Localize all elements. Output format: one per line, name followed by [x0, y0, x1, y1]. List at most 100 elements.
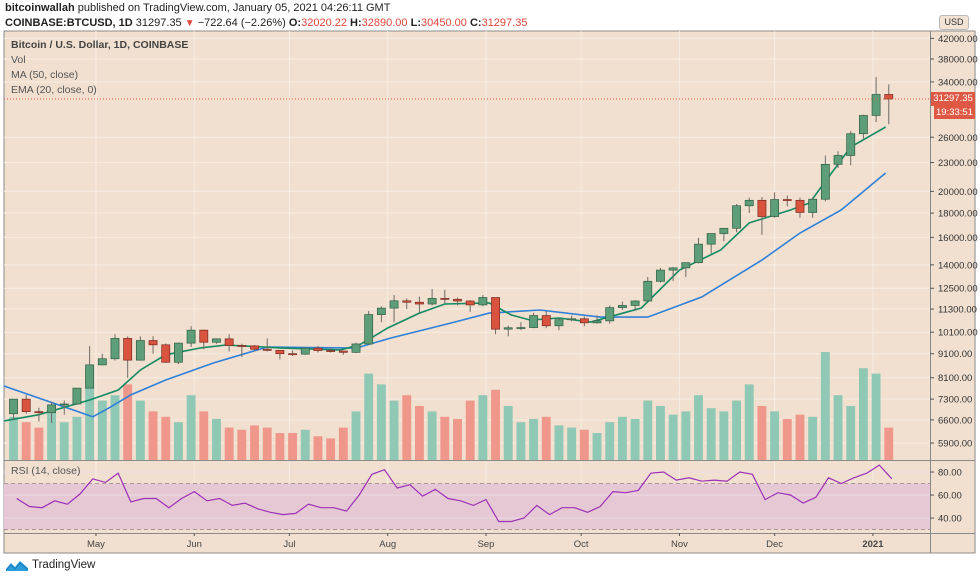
candle-body [668, 267, 678, 271]
volume-bar [478, 395, 488, 460]
candle-body [820, 163, 830, 200]
candle-body [744, 199, 754, 207]
candle [148, 336, 158, 354]
candle [871, 77, 881, 122]
currency-badge[interactable]: USD [939, 15, 969, 30]
candle [250, 344, 259, 352]
time-tick-label: 2021 [862, 539, 884, 550]
candle [9, 398, 18, 420]
candle-body [795, 199, 805, 213]
price-tick-label: 14000.00 [938, 260, 978, 271]
candle-body [719, 227, 729, 234]
volume-bar [224, 427, 234, 460]
candle [275, 349, 285, 360]
legend-volume[interactable]: Vol [11, 54, 26, 66]
volume-bar [465, 400, 475, 460]
volume-bar [516, 422, 526, 460]
candle-body [541, 315, 551, 327]
candle [199, 329, 209, 350]
candle [617, 301, 627, 310]
candle [605, 305, 615, 324]
candle [808, 197, 818, 218]
volume-bar [554, 425, 564, 460]
candle [59, 400, 69, 415]
volume-bar [706, 408, 716, 460]
candle-body [262, 348, 272, 351]
volume-bar [275, 433, 285, 460]
legend-ma[interactable]: MA (50, close) [11, 69, 79, 81]
candle-body [681, 262, 691, 269]
volume-bar [782, 418, 792, 460]
author-name[interactable]: bitcoinwallah [5, 2, 75, 14]
candle-body [174, 342, 183, 363]
candle-body [326, 350, 336, 352]
volume-bar [567, 427, 577, 460]
volume-bar [503, 406, 513, 460]
candle-body [503, 327, 513, 330]
candle-body [72, 387, 82, 405]
candle-body [617, 305, 627, 308]
volume-bars [9, 352, 894, 460]
candle-body [554, 319, 564, 327]
candle [97, 353, 107, 366]
candle-body [592, 320, 602, 324]
candle [757, 197, 767, 235]
candle-body [579, 318, 589, 324]
open-label: O: [288, 17, 302, 29]
candle-body [212, 338, 221, 343]
candle-body [300, 347, 310, 355]
volume-bar [592, 433, 602, 460]
legend-ema[interactable]: EMA (20, close, 0) [11, 84, 97, 96]
candle [770, 192, 780, 218]
candle [427, 289, 437, 306]
candle-body [706, 233, 716, 245]
volume-bar [630, 418, 640, 460]
candle [440, 289, 450, 304]
volume-bar [833, 395, 843, 460]
candle [351, 342, 361, 354]
candle [719, 227, 729, 242]
time-tick-label: Sep [478, 539, 495, 550]
candle-body [478, 297, 488, 306]
volume-bar [643, 400, 653, 460]
candle-body [47, 404, 56, 413]
footer-brand[interactable]: TradingView [32, 559, 96, 571]
volume-bar [72, 416, 82, 460]
price-tick-label: 23000.00 [938, 158, 978, 169]
candle-body [694, 243, 703, 264]
candle [541, 311, 551, 329]
volume-bar [529, 418, 539, 460]
candle [567, 315, 577, 322]
candle-body [9, 398, 18, 415]
candle [782, 195, 792, 207]
candle-body [135, 340, 145, 361]
volume-bar [846, 406, 856, 460]
candle [21, 394, 31, 414]
candle [529, 312, 539, 329]
candle-body [161, 344, 171, 363]
candle [744, 197, 754, 214]
published-text: published on TradingView.com, January 05… [77, 2, 391, 14]
candle [478, 294, 488, 307]
candle [212, 338, 221, 344]
legend-title: Bitcoin / U.S. Dollar, 1D, COINBASE [11, 39, 189, 51]
time-tick-label: Jul [283, 539, 295, 550]
candle [123, 336, 133, 378]
time-tick-label: Dec [766, 539, 783, 550]
legend-rsi[interactable]: RSI (14, close) [11, 465, 81, 477]
volume-bar [605, 422, 615, 460]
price-tick-label: 16000.00 [938, 233, 978, 244]
candle-body [85, 364, 95, 389]
volume-bar [199, 411, 209, 460]
candle-body [491, 297, 500, 330]
volume-bar [808, 416, 818, 460]
candle [72, 387, 82, 405]
volume-bar [453, 418, 462, 460]
candle [174, 342, 183, 365]
candle-body [97, 358, 107, 366]
volume-bar [579, 429, 589, 460]
candle-body [567, 318, 577, 321]
price-tick-label: 42000.00 [938, 34, 978, 45]
candle-body [186, 329, 196, 344]
